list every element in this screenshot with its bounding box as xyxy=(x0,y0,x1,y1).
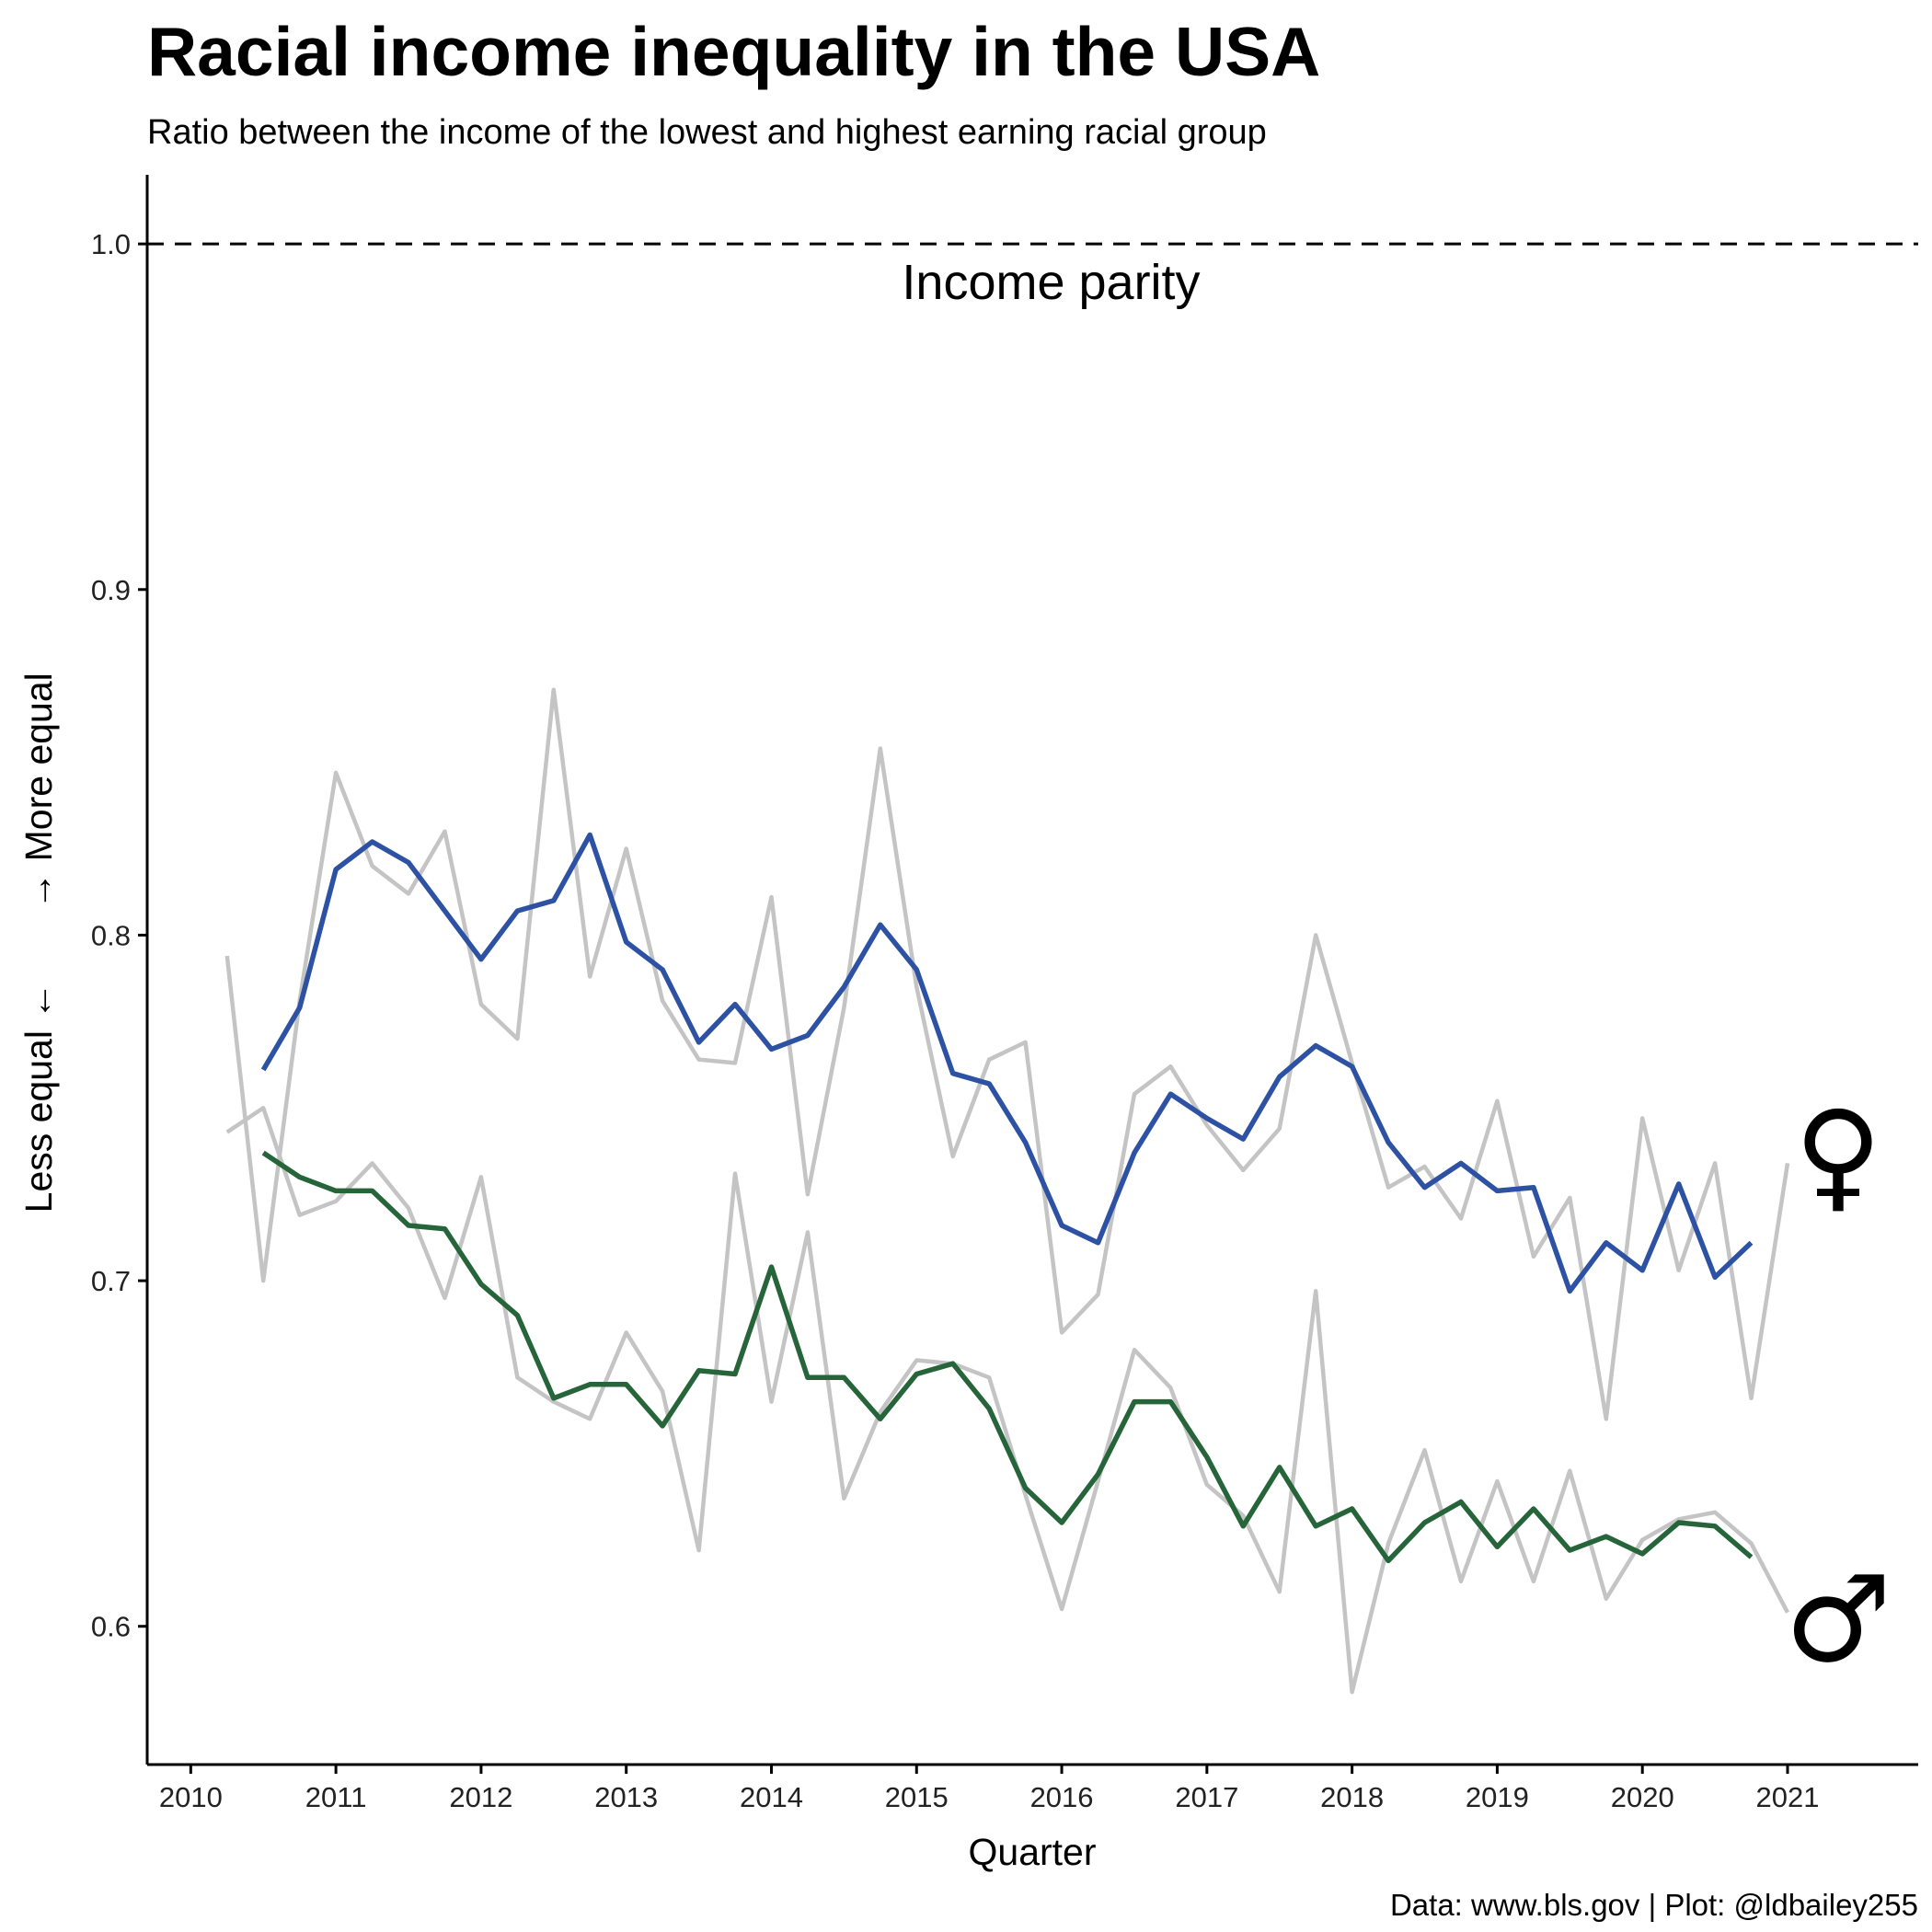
x-tick-label: 2012 xyxy=(449,1781,512,1813)
x-tick-label: 2020 xyxy=(1611,1781,1674,1813)
x-tick-label: 2017 xyxy=(1175,1781,1238,1813)
y-axis-title-less-equal: Less equal ← xyxy=(17,983,60,1213)
x-tick-label: 2014 xyxy=(740,1781,803,1813)
y-axis-ticks: 0.6 0.7 0.8 0.9 1.0 xyxy=(91,228,147,1643)
y-tick-label: 0.9 xyxy=(91,574,131,606)
x-tick-label: 2016 xyxy=(1030,1781,1094,1813)
y-tick-label: 1.0 xyxy=(91,228,131,260)
raw-series-group xyxy=(224,687,1790,1695)
chart-title: Racial income inequality in the USA xyxy=(147,13,1320,90)
income-parity-label: Income parity xyxy=(902,255,1200,310)
x-tick-label: 2013 xyxy=(594,1781,658,1813)
y-axis-title-more-equal: → More equal xyxy=(17,673,60,910)
series-line-female-raw xyxy=(224,687,1790,1421)
series-line-male-smooth xyxy=(261,1150,1754,1564)
x-tick-label: 2011 xyxy=(305,1781,367,1813)
y-tick-label: 0.6 xyxy=(91,1611,131,1643)
x-tick-label: 2018 xyxy=(1320,1781,1384,1813)
female-symbol-icon: ♀ xyxy=(1794,1085,1881,1225)
chart-subtitle: Ratio between the income of the lowest a… xyxy=(147,113,1267,152)
x-axis-title: Quarter xyxy=(969,1831,1097,1873)
x-tick-label: 2019 xyxy=(1466,1781,1529,1813)
x-tick-label: 2010 xyxy=(159,1781,223,1813)
x-axis-ticks: 2010 2011 2012 2013 2014 2015 2016 2017 2018 2019… xyxy=(159,1765,1820,1813)
plot-area: Income parity xyxy=(147,242,1918,1695)
series-line-male-raw xyxy=(225,1106,1789,1695)
series-line-female-smooth xyxy=(260,832,1754,1294)
male-symbol-icon: ♂ xyxy=(1785,1549,1892,1689)
x-tick-label: 2015 xyxy=(885,1781,949,1813)
trend-series-group xyxy=(260,832,1754,1564)
chart-caption: Data: www.bls.gov | Plot: @ldbailey255 xyxy=(1390,1888,1918,1922)
x-tick-label: 2021 xyxy=(1756,1781,1820,1813)
y-tick-label: 0.8 xyxy=(91,919,131,951)
y-tick-label: 0.7 xyxy=(91,1265,131,1297)
